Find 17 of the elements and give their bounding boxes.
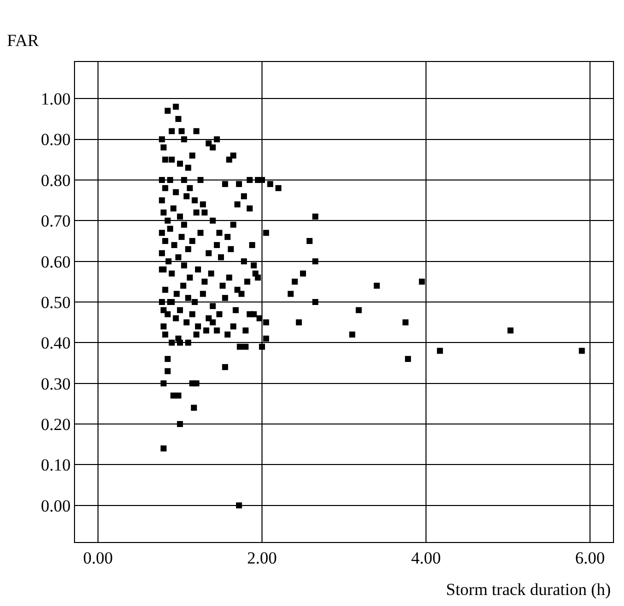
y-tick-label: 1.00: [40, 90, 71, 109]
x-tick-label: 6.00: [575, 548, 605, 568]
y-tick-label: 0.30: [40, 374, 71, 394]
y-axis-title: FAR: [7, 31, 40, 50]
x-tick-label: 2.00: [247, 548, 277, 568]
x-axis-title: Storm track duration (h): [446, 580, 611, 599]
x-tick-label: 4.00: [411, 548, 441, 568]
y-tick-label: 0.60: [40, 252, 71, 272]
y-tick-label: 0.70: [40, 212, 71, 231]
y-tick-label: 0.80: [40, 170, 71, 190]
y-tick-label: 0.10: [40, 456, 71, 475]
y-tick-label: 0.40: [40, 334, 71, 353]
x-tick-label: 0.00: [83, 548, 113, 568]
y-tick-label: 0.20: [40, 414, 71, 434]
y-tick-label: 0.00: [40, 496, 71, 516]
y-tick-label: 0.90: [40, 130, 71, 150]
y-tick-label: 0.50: [40, 292, 71, 312]
